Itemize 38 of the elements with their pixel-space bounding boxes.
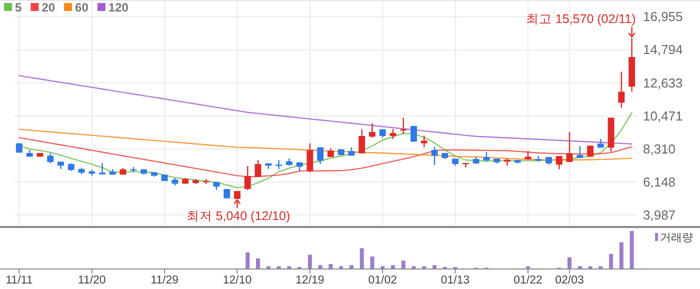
- y-tick-label: 12,633: [643, 75, 683, 90]
- x-tick-label: 01/22: [514, 274, 542, 286]
- x-tick-label: 01/13: [440, 274, 470, 286]
- annotation: 최저 5,040 (12/10): [186, 208, 290, 223]
- y-tick-label: 8,310: [643, 141, 676, 156]
- legend-label: 60: [75, 0, 89, 14]
- y-tick-label: 3,987: [643, 208, 676, 223]
- y-tick-label: 6,148: [643, 174, 676, 190]
- bar: [401, 260, 406, 268]
- x-tick-label: 11/11: [6, 274, 33, 286]
- bar: [370, 256, 374, 268]
- x-tick-label: 02/03: [555, 274, 584, 286]
- bar: [609, 254, 614, 268]
- y-tick-label: 10,471: [643, 108, 683, 124]
- y-tick-label: 16,955: [643, 9, 683, 24]
- bar: [619, 242, 624, 268]
- x-tick-label: 11/29: [150, 274, 179, 286]
- bar: [390, 265, 395, 268]
- x-tick-label: 01/02: [368, 274, 397, 286]
- bar: [256, 258, 260, 268]
- y-tick-label: 14,794: [643, 42, 683, 58]
- bar: [360, 248, 364, 268]
- legend-label: 20: [42, 0, 56, 14]
- x-tick-label: 12/10: [222, 274, 252, 286]
- bar: [308, 254, 312, 268]
- x-tick-label: 12/19: [296, 274, 324, 286]
- x-tick-label: 11/20: [78, 274, 106, 286]
- bar: [349, 265, 354, 268]
- legend-label: 120: [108, 0, 129, 14]
- bar: [328, 264, 333, 268]
- bar: [318, 265, 322, 268]
- bar: [432, 265, 437, 268]
- legend-label: 5: [15, 0, 22, 14]
- legend-label: 거래량: [660, 232, 693, 244]
- bar: [568, 257, 572, 268]
- annotation: 최고 15,570 (02/11): [526, 12, 636, 26]
- bar: [246, 252, 250, 268]
- bar: [630, 231, 634, 268]
